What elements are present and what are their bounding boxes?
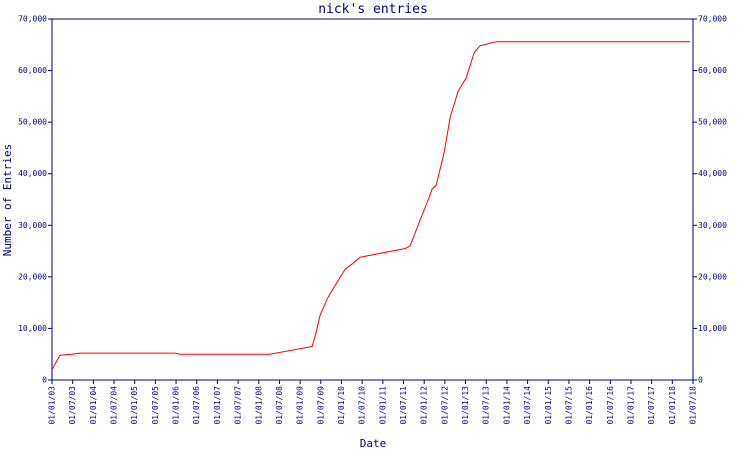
y-tick-label: 10,000 <box>18 324 47 333</box>
chart-title: nick's entries <box>318 2 428 17</box>
x-tick-label: 01/01/07 <box>213 386 222 425</box>
y-tick-label: 50,000 <box>18 118 47 127</box>
x-tick-label: 01/07/05 <box>151 386 160 425</box>
x-tick-label: 01/01/14 <box>502 386 511 425</box>
y-tick-label: 70,000 <box>18 15 47 24</box>
y-tick-label: 20,000 <box>18 272 47 281</box>
x-tick-label: 01/07/04 <box>110 386 119 425</box>
y2-tick-label: 70,000 <box>698 15 727 24</box>
x-tick-label: 01/07/13 <box>482 386 491 425</box>
y-axis-label: Number of Entries <box>1 144 14 257</box>
x-tick-label: 01/01/05 <box>130 386 139 425</box>
x-tick-label: 01/01/03 <box>48 386 57 425</box>
x-tick-label: 01/07/08 <box>275 386 284 425</box>
x-tick-label: 01/07/16 <box>606 386 615 425</box>
x-axis-label: Date <box>360 437 387 450</box>
y2-tick-label: 20,000 <box>698 272 727 281</box>
x-tick-label: 01/01/12 <box>420 386 429 425</box>
y-tick-label: 60,000 <box>18 66 47 75</box>
x-tick-label: 01/07/12 <box>440 386 449 425</box>
y2-tick-label: 30,000 <box>698 221 727 230</box>
x-tick-label: 01/07/07 <box>234 386 243 425</box>
x-tick-label: 01/07/06 <box>192 386 201 425</box>
y-tick-label: 30,000 <box>18 221 47 230</box>
x-tick-label: 01/07/17 <box>647 386 656 425</box>
y2-tick-label: 10,000 <box>698 324 727 333</box>
x-tick-label: 01/01/08 <box>254 386 263 425</box>
x-tick-label: 01/01/15 <box>544 386 553 425</box>
y2-tick-label: 60,000 <box>698 66 727 75</box>
x-tick-label: 01/01/09 <box>296 386 305 425</box>
y2-tick-label: 40,000 <box>698 169 727 178</box>
x-tick-label: 01/07/14 <box>523 386 532 425</box>
x-tick-label: 01/01/18 <box>668 386 677 425</box>
x-tick-label: 01/01/17 <box>626 386 635 425</box>
y2-tick-label: 0 <box>698 376 703 385</box>
x-tick-label: 01/01/04 <box>89 386 98 425</box>
x-tick-label: 01/01/10 <box>337 386 346 425</box>
x-tick-label: 01/01/11 <box>378 386 387 425</box>
y2-tick-label: 50,000 <box>698 118 727 127</box>
x-tick-label: 01/07/18 <box>689 386 698 425</box>
x-tick-label: 01/01/06 <box>172 386 181 425</box>
data-line <box>51 41 691 370</box>
x-tick-label: 01/07/09 <box>316 386 325 425</box>
x-tick-label: 01/07/03 <box>68 386 77 425</box>
y-tick-label: 0 <box>42 376 47 385</box>
plot-frame <box>51 18 694 381</box>
y-tick-label: 40,000 <box>18 169 47 178</box>
x-tick-label: 01/07/11 <box>399 386 408 425</box>
x-tick-label: 01/07/10 <box>358 386 367 425</box>
x-tick-label: 01/01/13 <box>461 386 470 425</box>
x-tick-label: 01/01/16 <box>585 386 594 425</box>
x-tick-label: 01/07/15 <box>564 386 573 425</box>
